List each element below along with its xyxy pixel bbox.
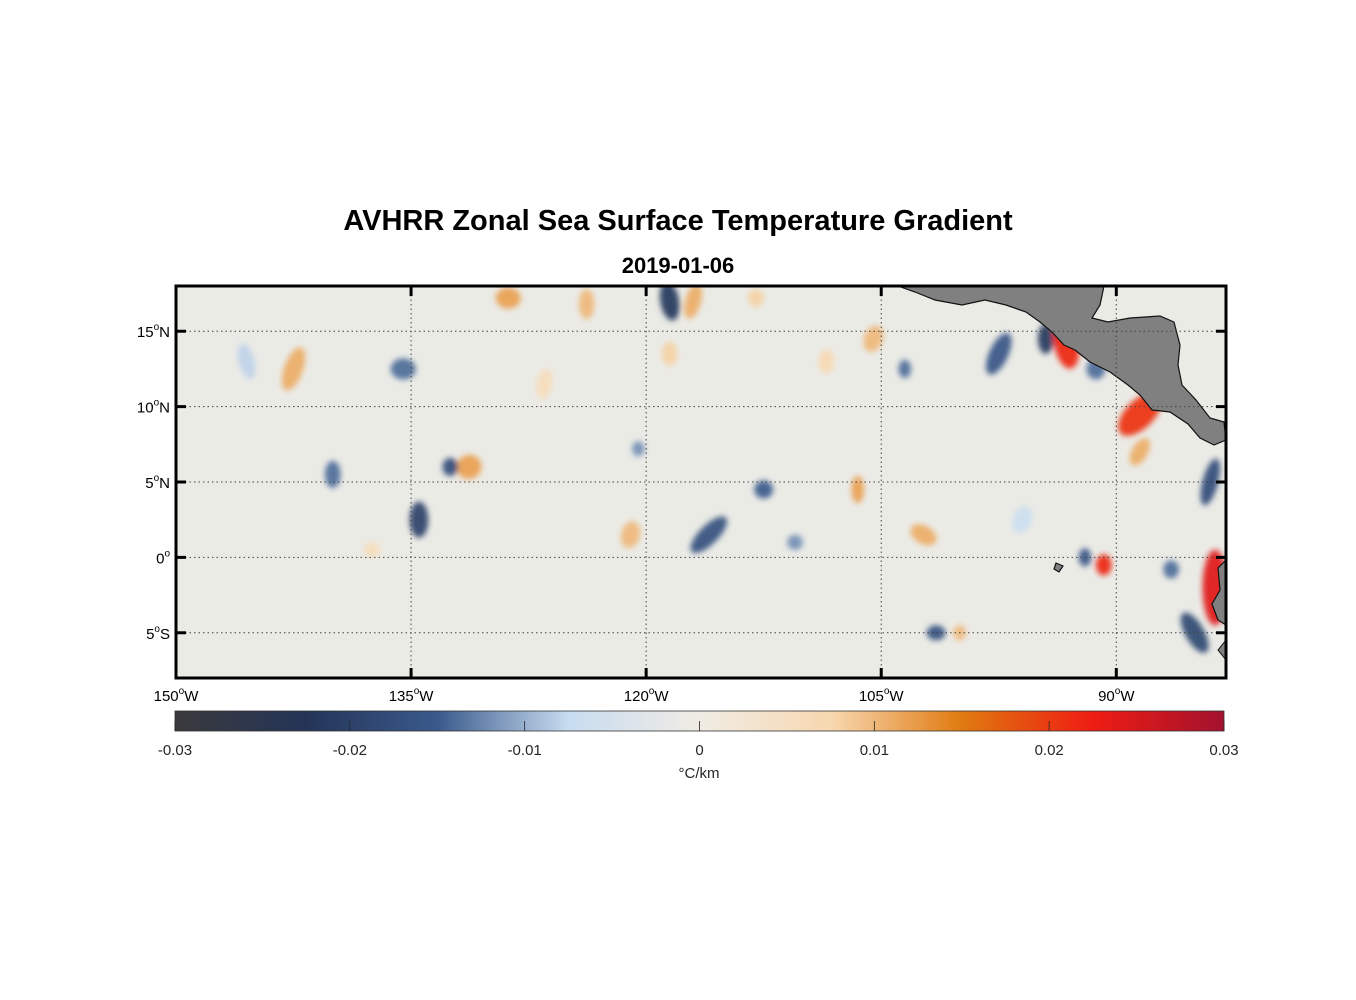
lon-tick-label: 90oW <box>1098 686 1135 705</box>
gradient-feature <box>364 542 380 558</box>
gradient-feature <box>690 516 728 554</box>
gradient-feature <box>926 625 946 641</box>
gradient-field <box>237 286 1226 653</box>
gradient-feature <box>1095 554 1112 576</box>
colorbar-tick-label: 0.02 <box>1035 742 1064 759</box>
gradient-feature <box>409 501 429 538</box>
gradient-feature <box>661 341 678 366</box>
gradient-feature <box>818 349 835 374</box>
gradient-feature <box>898 359 911 378</box>
lat-tick-label: 15oN <box>137 322 170 341</box>
gradient-feature <box>863 325 884 352</box>
gradient-feature <box>910 524 937 546</box>
gradient-feature <box>1129 438 1150 466</box>
map-subtitle: 2019-01-06 <box>621 253 735 278</box>
land-south-america <box>1211 559 1226 626</box>
lat-tick-label: 10oN <box>137 398 170 417</box>
gradient-feature <box>390 358 416 380</box>
gradient-feature <box>659 286 680 321</box>
colorbar-ticks: -0.03 -0.02 -0.01 0 0.01 0.02 0.03 <box>158 721 1239 759</box>
gradient-feature <box>787 534 803 550</box>
colorbar-unit-label: °C/km <box>679 765 720 782</box>
gradient-feature <box>620 521 641 549</box>
gradient-feature <box>851 475 864 504</box>
gradient-feature <box>1078 548 1092 567</box>
gradient-feature <box>456 454 482 480</box>
axis-ticks: 150oW 135oW 120oW 105oW 90oW 15oN 10oN 5oN 0o 5oS <box>137 286 1226 705</box>
colorbar-tick-label: -0.01 <box>508 742 542 759</box>
land-galapagos <box>1053 562 1064 573</box>
gradient-feature <box>442 457 459 476</box>
lon-tick-label: 120oW <box>624 686 670 705</box>
colorbar-tick-label: -0.02 <box>333 742 367 759</box>
gradient-feature <box>536 369 553 399</box>
lon-tick-label: 150oW <box>154 686 200 705</box>
lat-tick-label: 5oN <box>145 473 170 492</box>
colorbar-tick-label: 0.01 <box>860 742 889 759</box>
lat-tick-label: 5oS <box>146 624 170 643</box>
gradient-feature <box>632 441 645 457</box>
colorbar-tick-label: -0.03 <box>158 742 192 759</box>
gradient-feature <box>754 480 774 499</box>
gradient-feature <box>748 289 764 308</box>
lon-tick-label: 105oW <box>859 686 905 705</box>
gradient-feature <box>324 460 341 489</box>
gradient-feature <box>1200 458 1221 506</box>
land-central-america <box>897 286 1226 446</box>
map-title: AVHRR Zonal Sea Surface Temperature Grad… <box>343 205 1013 237</box>
gradient-feature <box>684 286 703 319</box>
gradient-feature <box>985 332 1012 375</box>
colorbar-tick-label: 0.03 <box>1209 742 1238 759</box>
gradient-feature <box>1163 560 1179 579</box>
lon-tick-label: 135oW <box>389 686 435 705</box>
land-south-america-south <box>1217 639 1226 661</box>
gradient-feature <box>281 347 306 391</box>
gradient-feature <box>237 343 256 379</box>
colorbar-tick-label: 0 <box>695 742 703 759</box>
gradient-feature <box>495 287 521 309</box>
gradient-feature <box>578 289 595 320</box>
colorbar: -0.03 -0.02 -0.01 0 0.01 0.02 0.03 °C/km <box>158 710 1239 782</box>
land <box>897 286 1226 661</box>
gradient-feature <box>1180 612 1209 653</box>
gradient-feature <box>1012 506 1033 533</box>
map-background <box>176 286 1226 678</box>
lat-tick-label: 0o <box>156 548 170 567</box>
